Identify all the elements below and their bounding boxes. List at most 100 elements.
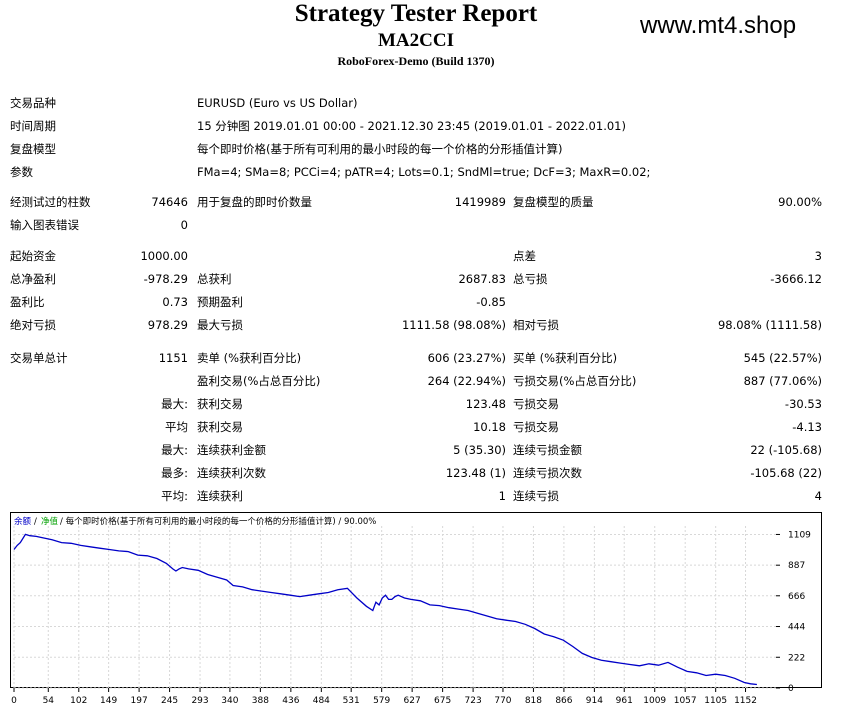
x-tick-label: 531 (343, 696, 360, 706)
avg-win-label: 获利交易 (197, 420, 243, 434)
avg-cons-win-label: 连续获利 (197, 489, 243, 503)
y-tick-label: 1109 (788, 530, 811, 540)
params-value: FMa=4; SMa=8; PCCi=4; pATR=4; Lots=0.1; … (197, 165, 651, 179)
x-tick-label: 675 (434, 696, 451, 706)
server-name: RoboForex-Demo (Build 1370) (337, 54, 495, 68)
y-axis-ticks: 1109 887 666 444 222 0 (776, 530, 811, 694)
legend-equity: 净值 (41, 516, 59, 527)
cons-win-count-label: 连续获利次数 (197, 466, 266, 480)
gross-profit-label: 总获利 (197, 272, 232, 286)
loss-trades-label: 亏损交易(%占总百分比) (513, 374, 637, 388)
avg-cons-loss-label: 连续亏损 (513, 489, 559, 503)
short-label: 卖单 (%获利百分比) (197, 351, 302, 365)
y-tick-label: 222 (788, 653, 805, 663)
x-tick-label: 484 (313, 696, 330, 706)
gross-profit-value: 2687.83 (458, 272, 506, 286)
bars-value: 74646 (151, 195, 188, 209)
balance-chart: 余额 / 净值 / 每个即时价格(基于所有可利用的最小时段的每一个价格的分形插值… (10, 512, 822, 706)
chart-grid (13, 526, 776, 689)
cons-win-money-value: 5 (35.30) (453, 443, 506, 457)
deposit-label: 起始资金 (10, 249, 56, 263)
x-tick-label: 1057 (674, 696, 697, 706)
win-trades-label: 盈利交易(%占总百分比) (197, 374, 321, 388)
x-tick-label: 914 (586, 696, 603, 706)
x-tick-label: 818 (525, 696, 542, 706)
y-tick-label: 887 (788, 561, 805, 571)
average-consecutive-prefix: 平均: (161, 489, 188, 503)
period-value: 15 分钟图 2019.01.01 00:00 - 2021.12.30 23:… (197, 119, 626, 133)
spread-value: 3 (814, 249, 822, 263)
cons-win-money-label: 连续获利金额 (197, 443, 266, 457)
y-tick-label: 444 (788, 623, 805, 633)
net-profit-label: 总净盈利 (10, 272, 56, 286)
loss-trades-value: 887 (77.06%) (743, 374, 822, 388)
x-tick-label: 961 (616, 696, 633, 706)
abs-drawdown-value: 978.29 (147, 318, 188, 332)
legend-balance: 余额 (14, 516, 32, 527)
bars-label: 经测试过的柱数 (10, 195, 91, 209)
x-tick-label: 723 (465, 696, 482, 706)
cons-win-count-value: 123.48 (1) (445, 466, 506, 480)
errors-value: 0 (180, 218, 188, 232)
largest-prefix: 最大: (161, 397, 188, 411)
net-profit-value: -978.29 (143, 272, 188, 286)
long-label: 买单 (%获利百分比) (513, 351, 618, 365)
model-label: 复盘模型 (10, 142, 56, 156)
most-consecutive-prefix: 最多: (161, 466, 188, 480)
legend-separator: / (34, 517, 37, 527)
x-tick-label: 627 (404, 696, 421, 706)
payoff-label: 预期盈利 (197, 295, 243, 309)
abs-drawdown-label: 绝对亏损 (10, 318, 56, 332)
balance-series-line (13, 533, 757, 686)
x-tick-label: 388 (252, 696, 269, 706)
rel-drawdown-value: 98.08% (1111.58) (717, 318, 822, 332)
model-value: 每个即时价格(基于所有可利用的最小时段的每一个价格的分形插值计算) (197, 142, 563, 156)
avg-loss-value: -4.13 (792, 420, 822, 434)
x-tick-label: 436 (282, 696, 299, 706)
max-drawdown-label: 最大亏损 (197, 318, 243, 332)
x-tick-label: 1009 (643, 696, 666, 706)
symbol-value: EURUSD (Euro vs US Dollar) (197, 96, 358, 110)
x-tick-label: 54 (43, 696, 55, 706)
gross-loss-value: -3666.12 (770, 272, 822, 286)
average-prefix: 平均 (165, 420, 188, 434)
largest-win-label: 获利交易 (197, 397, 243, 411)
report-title: Strategy Tester Report (294, 0, 538, 27)
params-label: 参数 (10, 165, 33, 179)
cons-loss-money-label: 连续亏损金额 (513, 443, 582, 457)
ticks-value: 1419989 (454, 195, 506, 209)
profit-factor-value: 0.73 (162, 295, 188, 309)
x-tick-label: 770 (494, 696, 511, 706)
y-tick-label: 666 (788, 592, 805, 602)
x-tick-label: 579 (373, 696, 390, 706)
x-tick-label: 102 (70, 696, 87, 706)
long-value: 545 (22.57%) (743, 351, 822, 365)
expert-name: MA2CCI (378, 30, 454, 51)
max-consecutive-prefix: 最大: (161, 443, 188, 457)
avg-cons-loss-value: 4 (814, 489, 822, 503)
largest-loss-value: -30.53 (784, 397, 822, 411)
avg-cons-win-value: 1 (498, 489, 506, 503)
max-drawdown-value: 1111.58 (98.08%) (401, 318, 506, 332)
x-tick-label: 1152 (734, 696, 757, 706)
quality-value: 90.00% (778, 195, 822, 209)
quality-label: 复盘模型的质量 (513, 195, 594, 209)
site-watermark: www.mt4.shop (640, 12, 797, 39)
avg-loss-label: 亏损交易 (513, 420, 559, 434)
y-tick-label: 0 (788, 684, 794, 694)
avg-win-value: 10.18 (473, 420, 506, 434)
x-tick-label: 340 (221, 696, 238, 706)
payoff-value: -0.85 (476, 295, 506, 309)
cons-loss-count-label: 连续亏损次数 (513, 466, 582, 480)
profit-factor-label: 盈利比 (10, 295, 45, 309)
x-tick-label: 149 (100, 696, 117, 706)
cons-loss-money-value: 22 (-105.68) (750, 443, 822, 457)
x-tick-label: 197 (131, 696, 148, 706)
x-tick-label: 293 (191, 696, 208, 706)
symbol-label: 交易品种 (10, 96, 56, 110)
x-axis-ticks: 0 54 102 149 197 245 293 340 388 436 484 531 579 627 6… (11, 688, 757, 706)
spread-label: 点差 (513, 249, 536, 263)
win-trades-value: 264 (22.94%) (427, 374, 506, 388)
cons-loss-count-value: -105.68 (22) (750, 466, 822, 480)
x-tick-label: 0 (11, 696, 17, 706)
